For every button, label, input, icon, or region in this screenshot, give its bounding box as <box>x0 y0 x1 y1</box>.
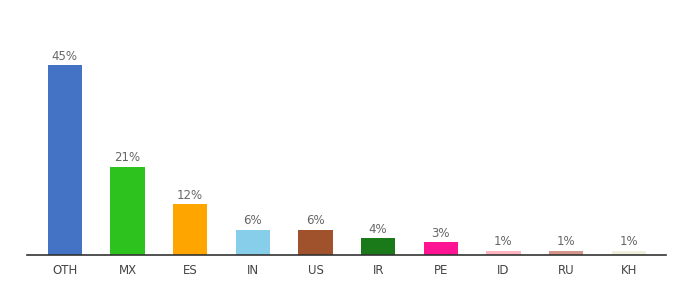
Text: 45%: 45% <box>52 50 78 63</box>
Bar <box>235 230 270 255</box>
Text: 4%: 4% <box>369 223 388 236</box>
Bar <box>486 251 521 255</box>
Bar <box>424 242 458 255</box>
Bar <box>299 230 333 255</box>
Text: 12%: 12% <box>177 189 203 202</box>
Bar <box>611 251 646 255</box>
Text: 6%: 6% <box>306 214 325 227</box>
Bar <box>48 65 82 255</box>
Text: 1%: 1% <box>494 235 513 248</box>
Text: 1%: 1% <box>619 235 638 248</box>
Text: 3%: 3% <box>432 227 450 240</box>
Text: 21%: 21% <box>114 151 141 164</box>
Text: 6%: 6% <box>243 214 262 227</box>
Bar <box>110 167 145 255</box>
Text: 1%: 1% <box>557 235 575 248</box>
Bar <box>549 251 583 255</box>
Bar <box>361 238 395 255</box>
Bar <box>173 205 207 255</box>
